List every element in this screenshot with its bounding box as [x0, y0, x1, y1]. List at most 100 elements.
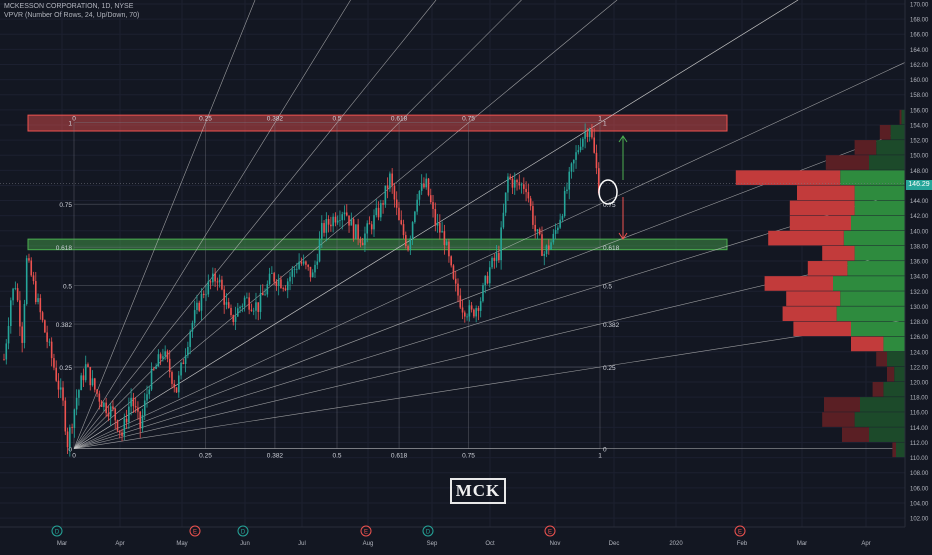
vp-down-bar	[786, 291, 841, 306]
candle-body	[357, 224, 359, 240]
candle-body	[395, 199, 398, 208]
candle-body	[184, 355, 187, 364]
candle-body	[361, 242, 364, 246]
candle-body	[500, 227, 502, 261]
candle-body	[193, 310, 196, 323]
candle-body	[123, 418, 126, 436]
price-axis-label: 136.00	[910, 260, 929, 266]
candle-body	[78, 390, 80, 398]
candle-body	[44, 320, 46, 333]
earnings-marker	[544, 525, 556, 537]
candle-body	[393, 185, 396, 200]
candle-body	[545, 245, 548, 254]
vp-up-bar	[840, 170, 905, 185]
candle-body	[69, 427, 71, 448]
candle-body	[568, 171, 571, 190]
candle-body	[398, 207, 400, 221]
candle-body	[273, 273, 275, 282]
candle-body	[516, 180, 518, 183]
candle-body	[34, 281, 37, 303]
price-axis-label: 102.00	[910, 517, 929, 523]
candle-body	[470, 305, 473, 310]
candle-body	[552, 233, 555, 243]
earnings-marker	[189, 525, 201, 537]
candle-body	[450, 256, 452, 266]
fan-bottom-label: 0.75	[462, 453, 475, 460]
fan-left-label: 0.382	[56, 322, 73, 329]
vp-up-bar	[854, 185, 905, 201]
candle-body	[429, 195, 432, 203]
candle-body	[286, 281, 289, 291]
candle-body	[409, 238, 412, 251]
fan-ray-top	[73, 0, 351, 449]
candle-body	[155, 366, 157, 369]
candle-body	[62, 387, 64, 401]
candle-body	[370, 224, 373, 230]
candle-body	[441, 231, 443, 233]
candle-body	[591, 129, 593, 138]
candle-body	[377, 207, 380, 218]
candle-body	[191, 322, 194, 332]
time-axis-label: Oct	[485, 541, 495, 547]
candle-body	[175, 387, 178, 393]
candle-body	[502, 212, 505, 228]
price-axis-label: 106.00	[910, 486, 929, 492]
candle-body	[529, 198, 532, 207]
candle-body	[339, 220, 341, 221]
fan-bottom-label: 0.5	[332, 453, 341, 460]
candle-body	[107, 413, 110, 417]
price-axis-label: 120.00	[910, 381, 929, 387]
candle-body	[302, 261, 305, 264]
candle-body	[146, 394, 148, 401]
vp-down-bar	[735, 170, 841, 185]
candle-body	[423, 183, 425, 188]
candle-body	[493, 257, 496, 261]
candle-body	[316, 261, 319, 265]
candle-body	[525, 188, 527, 193]
fan-left-label: 0.618	[56, 245, 73, 252]
fan-right-label: 0.5	[603, 284, 612, 291]
price-axis-label: 166.00	[910, 33, 929, 39]
candle-body	[434, 208, 437, 226]
candle-body	[445, 241, 448, 246]
candle-body	[243, 297, 246, 306]
candle-body	[380, 203, 382, 218]
candle-body	[105, 402, 107, 414]
candle-body	[468, 305, 471, 317]
candle-body	[400, 220, 403, 225]
vp-down-bar	[876, 351, 887, 367]
candle-body	[484, 275, 487, 286]
candle-body	[570, 163, 573, 172]
time-axis-label: Nov	[550, 541, 561, 547]
candle-body	[464, 312, 466, 317]
candle-body	[164, 351, 166, 357]
symbol-title[interactable]: MCKESSON CORPORATION, 1D, NYSE	[4, 3, 134, 10]
candle-body	[477, 308, 480, 311]
candle-body	[375, 207, 378, 216]
last-price-tag: 146.29	[906, 180, 932, 190]
candle-body	[330, 224, 332, 227]
dividend-marker	[422, 525, 434, 537]
candle-body	[139, 411, 141, 429]
candle-body	[541, 234, 543, 256]
dividend-marker	[51, 525, 63, 537]
vp-up-bar	[840, 291, 905, 306]
earnings-marker-label: E	[364, 530, 368, 536]
candle-body	[162, 356, 164, 359]
candle-body	[57, 380, 60, 390]
candle-body	[575, 152, 577, 160]
candle-body	[588, 129, 591, 137]
candle-body	[32, 275, 35, 282]
candle-body	[359, 239, 362, 243]
vp-up-bar	[890, 124, 905, 140]
indicator-label[interactable]: VPVR (Number Of Rows, 24, Up/Down, 70)	[4, 12, 140, 19]
candle-body	[577, 150, 580, 153]
dividend-marker-label: D	[241, 530, 246, 536]
price-axis-label: 122.00	[910, 365, 929, 371]
candle-body	[348, 215, 350, 226]
candle-body	[332, 216, 334, 227]
candle-body	[268, 273, 271, 285]
vp-up-bar	[883, 336, 905, 352]
